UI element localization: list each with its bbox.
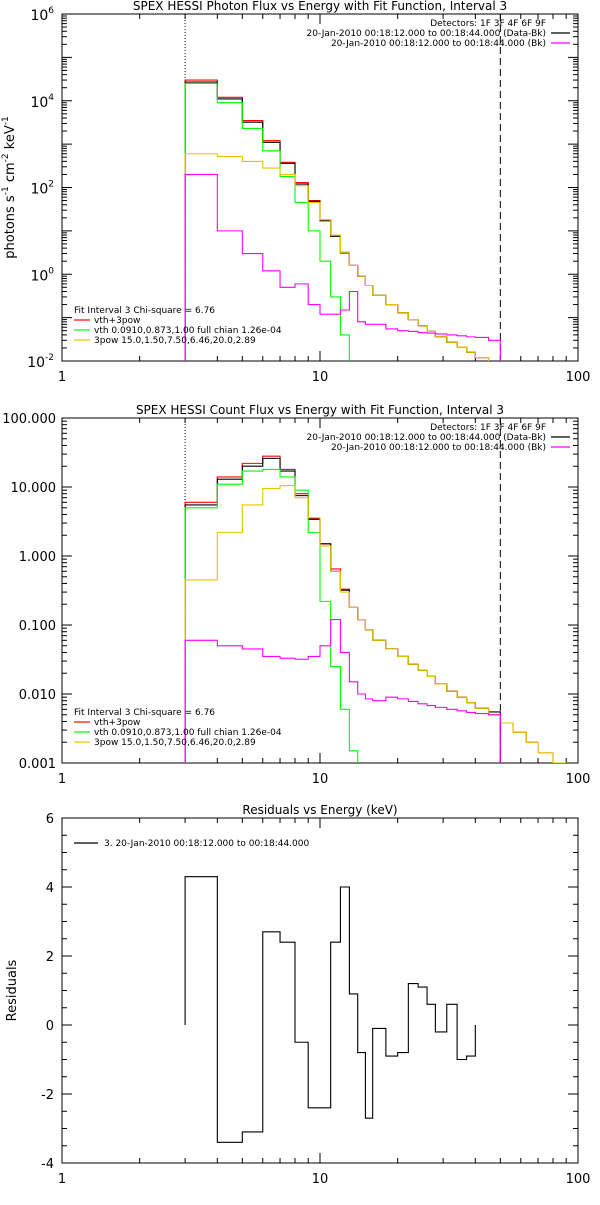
y-tick-label: 104 [30, 93, 54, 111]
x-tick-label: 100 [566, 1172, 591, 1187]
data-series-group [184, 79, 501, 361]
y-axis-label-part: keV [3, 125, 18, 153]
chart-title: Residuals vs Energy (keV) [242, 803, 397, 817]
y-tick-base: 10 [30, 8, 48, 24]
y-tick-label: -4 [41, 1157, 54, 1172]
y-tick-base: 10 [27, 355, 45, 371]
y-tick-label: -2 [41, 1088, 54, 1103]
series-line-5 [184, 173, 501, 361]
y-tick-exponent: -2 [45, 353, 54, 363]
data-series-group [184, 876, 476, 1143]
legend-label: 3pow 15.0,1.50,7.50,6.46,20.0,2.89 [94, 336, 256, 346]
legend-label: vth 0.0910,0.873,1.00 full chian 1.26e-0… [94, 728, 282, 738]
y-tick-label: 100.000 [2, 412, 56, 427]
y-axis-label-exponent: -1 [1, 116, 11, 125]
y-tick-label: 0.010 [19, 688, 56, 703]
x-tick-label: 10 [312, 1172, 329, 1187]
chart-title: SPEX HESSI Count Flux vs Energy with Fit… [136, 403, 504, 417]
x-tick-label: 1 [58, 370, 66, 385]
series-line-2 [184, 457, 501, 763]
y-tick-exponent: 4 [48, 93, 54, 103]
x-tick-label: 10 [312, 370, 329, 385]
y-tick-label: 0 [46, 1019, 54, 1034]
y-tick-label: 100 [30, 266, 54, 284]
legend-label: vth+3pow [94, 316, 140, 326]
series-line-3 [184, 468, 359, 763]
y-axis-label-part: cm [3, 162, 18, 186]
y-axis-label-exponent: -1 [1, 186, 11, 195]
x-tick-label: 10 [312, 772, 329, 787]
y-tick-label: 0.001 [19, 757, 56, 772]
chart-title: SPEX HESSI Photon Flux vs Energy with Fi… [133, 0, 507, 13]
series-line-4 [184, 153, 490, 361]
legend-label: vth+3pow [94, 718, 140, 728]
y-tick-label: 106 [30, 6, 54, 24]
y-tick-label: 6 [46, 812, 54, 827]
y-tick-exponent: 0 [48, 266, 54, 276]
chart-panel-1: SPEX HESSI Photon Flux vs Energy with Fi… [1, 0, 590, 385]
y-tick-label: 4 [46, 881, 54, 896]
header-line: 20-Jan-2010 00:18:12.000 to 00:18:44.000… [307, 29, 546, 39]
header-line: 20-Jan-2010 00:18:12.000 to 00:18:44.000… [331, 39, 546, 49]
y-tick-label: 2 [46, 950, 54, 965]
plot-frame [61, 817, 579, 1164]
y-axis-label: Residuals [5, 959, 20, 1021]
y-tick-exponent: 2 [48, 180, 54, 190]
y-tick-label: 10-2 [27, 353, 54, 371]
y-axis-label-part: photons s [3, 195, 18, 259]
y-tick-base: 10 [30, 268, 48, 284]
chart-panel-3: Residuals vs Energy (keV) 1 10 100 -4 -2 0 2 4 6 R… [5, 803, 590, 1187]
series-line-1 [184, 876, 476, 1143]
y-axis-label-exponent: -2 [1, 153, 11, 162]
x-tick-label: 100 [566, 772, 591, 787]
header-line: Detectors: 1F 3F 4F 6F 9F [430, 19, 546, 29]
legend-title: Fit Interval 3 Chi-square = 6.76 [74, 306, 215, 316]
header-line: 20-Jan-2010 00:18:12.000 to 00:18:44.000… [331, 443, 546, 453]
series-line-4 [184, 484, 567, 763]
series-line-1 [184, 455, 567, 763]
y-tick-base: 10 [30, 95, 48, 111]
y-tick-base: 10 [30, 182, 48, 198]
x-tick-label: 1 [58, 772, 66, 787]
series-line-2 [184, 81, 490, 361]
series-line-5 [184, 618, 501, 763]
y-tick-exponent: 6 [48, 6, 54, 16]
legend-label: 3. 20-Jan-2010 00:18:12.000 to 00:18:44.… [104, 839, 309, 849]
x-tick-label: 100 [566, 370, 591, 385]
header-line: Detectors: 1F 3F 4F 6F 9F [430, 423, 546, 433]
legend-title: Fit Interval 3 Chi-square = 6.76 [74, 708, 215, 718]
y-tick-label: 0.100 [19, 619, 56, 634]
y-tick-label: 10.000 [11, 481, 57, 496]
chart-panel-2: SPEX HESSI Count Flux vs Energy with Fit… [2, 403, 590, 787]
x-tick-label: 1 [58, 1172, 66, 1187]
legend-label: vth 0.0910,0.873,1.00 full chian 1.26e-0… [94, 326, 282, 336]
legend-label: 3pow 15.0,1.50,7.50,6.46,20.0,2.89 [94, 738, 256, 748]
y-axis-label: photons s-1 cm-2 keV-1 [1, 116, 18, 258]
data-series-group [184, 455, 567, 763]
y-tick-label: 1.000 [19, 550, 56, 565]
y-tick-label: 102 [30, 180, 54, 198]
series-line-1 [184, 79, 490, 361]
series-line-3 [184, 82, 350, 361]
header-line: 20-Jan-2010 00:18:12.000 to 00:18:44.000… [307, 433, 546, 443]
